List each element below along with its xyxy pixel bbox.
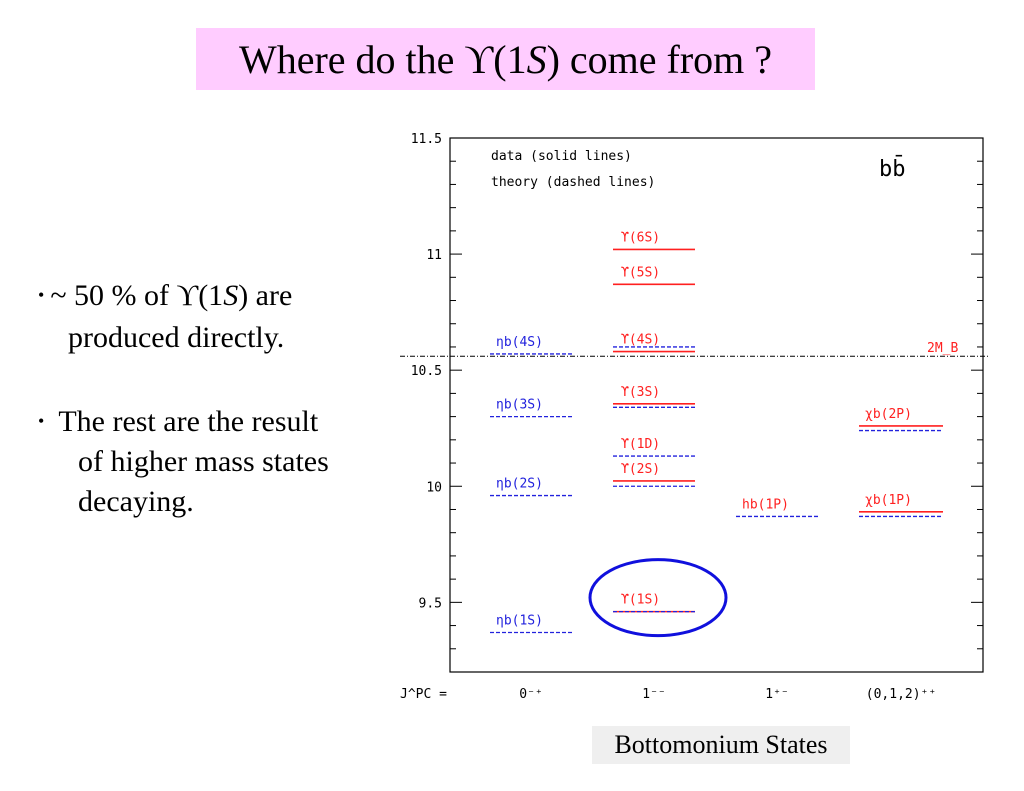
legend-data: data (solid lines) [491, 149, 632, 164]
state-label: hb(1P) [742, 497, 789, 512]
state-label: ϒ(1S) [621, 593, 660, 608]
title-text-italic: S [526, 36, 547, 82]
y-tick-label: 9.5 [419, 596, 442, 611]
plot-frame [449, 137, 984, 673]
bullet-dot: • [38, 411, 45, 431]
title-text-end: ) come from ? [546, 36, 773, 82]
bottomonium-level-diagram: 11.5 11 10.5 10 9.5 data (solid lines) theory … [400, 132, 990, 702]
x-column-label: 0⁻⁺ [519, 687, 542, 702]
bullet-1-text-end: ) are [238, 279, 293, 312]
state-label: ϒ(1D) [621, 437, 660, 452]
bullet-1-line-2: produced directly. [68, 321, 285, 354]
legend-theory: theory (dashed lines) [491, 175, 655, 190]
bullet-2-line-3: decaying. [78, 485, 194, 518]
y-tick-label: 11 [426, 248, 442, 263]
threshold-label: 2M_B [927, 341, 958, 356]
y-tick-label: 10.5 [411, 364, 442, 379]
state-label: ηb(4S) [496, 335, 543, 350]
x-axis-label: J^PC = [400, 687, 447, 702]
quark-label: bb̄ [879, 155, 906, 182]
state-label: ϒ(4S) [621, 333, 660, 348]
title-text-start: Where do the ϒ(1 [238, 36, 527, 82]
bullet-dot: • [38, 285, 45, 305]
bullet-1-text-start: ~ 50 % of ϒ(1 [50, 279, 224, 312]
state-label: ηb(3S) [496, 398, 543, 413]
highlight-circle [588, 558, 728, 638]
x-column-label: 1⁺⁻ [765, 687, 788, 702]
bullet-2-line-1: The rest are the result [58, 405, 319, 438]
state-label: ηb(1S) [496, 614, 543, 629]
state-label: χb(2P) [865, 407, 912, 422]
bullet-1-text-italic: S [223, 279, 239, 312]
state-label: ϒ(3S) [621, 385, 660, 400]
state-label: ηb(2S) [496, 477, 543, 492]
state-label: χb(1P) [865, 493, 912, 508]
bullet-1: • ~ 50 % of ϒ(1S) are [38, 276, 292, 319]
state-label: ϒ(5S) [621, 265, 660, 280]
state-label: ϒ(6S) [621, 230, 660, 245]
state-label: ϒ(2S) [621, 462, 660, 477]
x-column-label: 1⁻⁻ [642, 687, 665, 702]
bullet-2: • The rest are the result [38, 402, 318, 445]
y-tick-label: 11.5 [411, 132, 442, 147]
slide-title: Where do the ϒ(1 S) come from ? [196, 28, 815, 90]
bullet-2-line-2: of higher mass states [78, 445, 329, 478]
y-tick-label: 10 [426, 480, 442, 495]
figure-caption: Bottomonium States [592, 726, 850, 764]
x-column-label: (0,1,2)⁺⁺ [866, 687, 936, 702]
